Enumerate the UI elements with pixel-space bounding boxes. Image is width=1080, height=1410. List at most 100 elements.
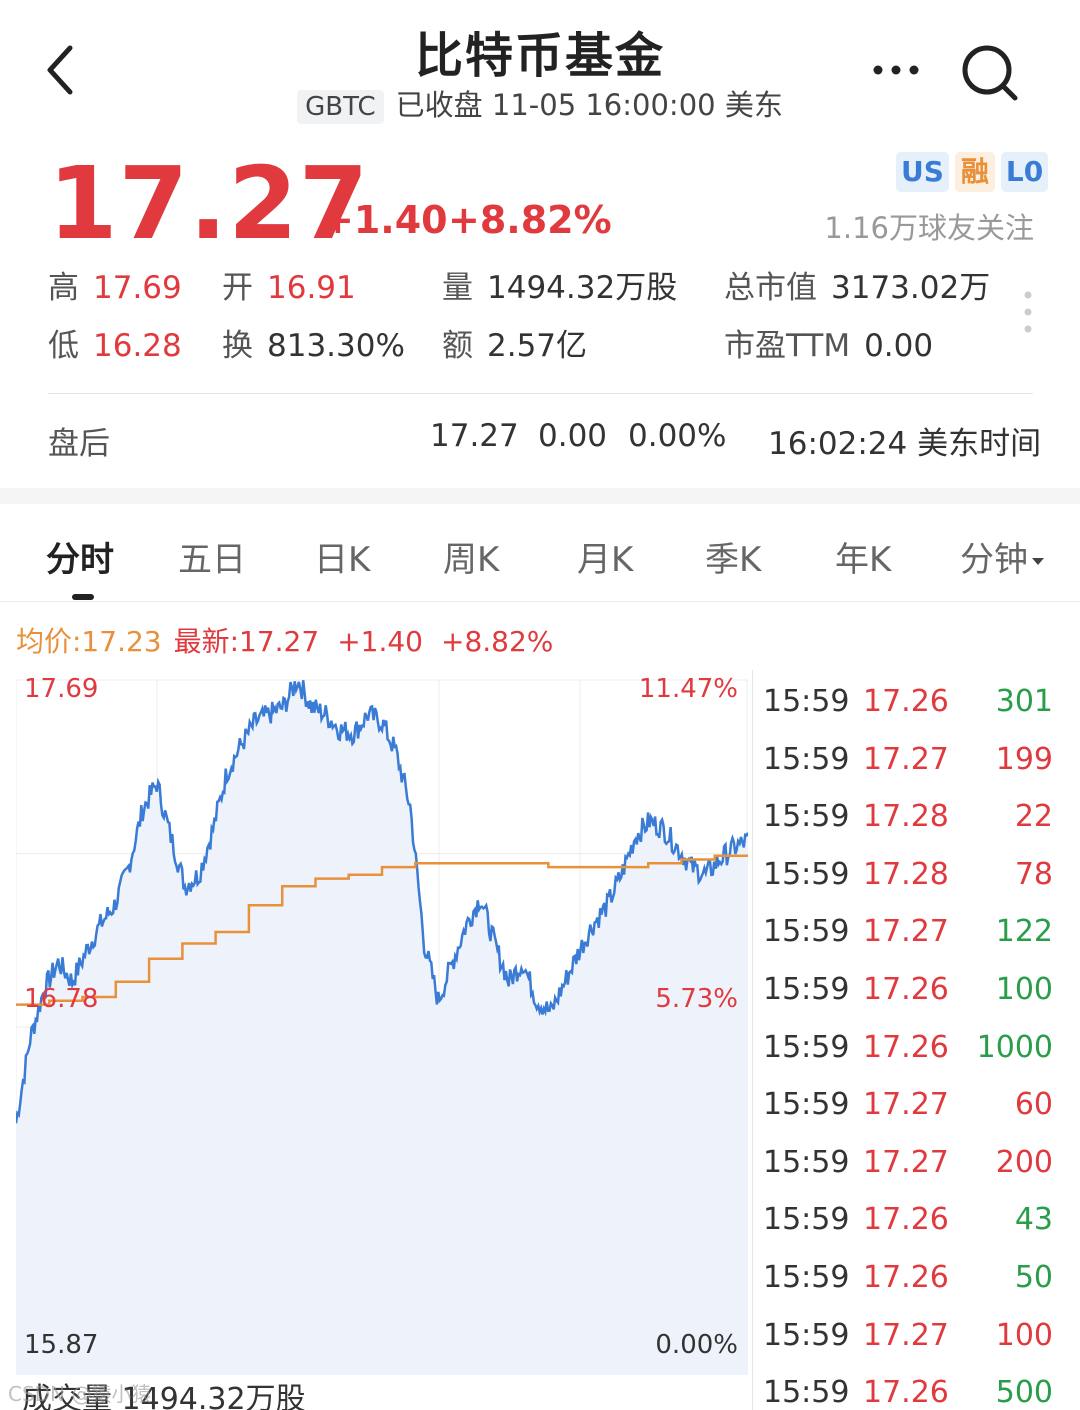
tab-quarterly-k[interactable]: 季K	[705, 540, 762, 580]
stat-high: 高 17.69	[48, 262, 182, 307]
stat-label: 高	[48, 270, 79, 306]
tick-volume: 122	[995, 914, 1053, 950]
stat-label: 低	[48, 328, 79, 364]
tick-volume: 100	[995, 972, 1053, 1007]
chevron-down-icon	[1032, 558, 1044, 565]
tick-price: 17.26	[863, 1029, 949, 1065]
stat-market-cap: 总市值 3173.02万	[724, 262, 990, 307]
legend-latest-percent: +8.82%	[441, 625, 554, 658]
stat-value: 16.91	[267, 270, 356, 306]
stat-label: 总市值	[724, 270, 817, 306]
after-hours-change: 0.00	[538, 418, 608, 454]
y-label-right-mid: 5.73%	[655, 984, 738, 1014]
tick-price: 17.26	[863, 1375, 949, 1410]
price-line	[14, 680, 750, 1124]
stat-label: 额	[442, 328, 473, 364]
after-hours-change-percent: 0.00%	[628, 418, 727, 454]
tick-price: 17.27	[863, 741, 949, 777]
tick-time: 15:59	[763, 684, 850, 719]
tick-time: 15:59	[763, 741, 850, 777]
stat-value: 0.00	[864, 328, 934, 364]
legend-latest-change: +1.40	[337, 625, 423, 658]
price-area	[16, 680, 748, 1375]
margin-badge[interactable]: 融	[954, 152, 995, 192]
trade-ticks-list[interactable]: 15:59 17.26 301 15:59 17.27 199 15:59 17.28 22 15…	[752, 670, 1064, 1410]
stat-label: 开	[222, 270, 253, 306]
us-badge[interactable]: US	[896, 152, 949, 192]
section-gap	[0, 488, 1080, 504]
tick-row: 15:59 17.27 200	[753, 1145, 1065, 1185]
tick-time: 15:59	[763, 972, 850, 1007]
market-status: 已收盘 11-05 16:00:00 美东	[395, 88, 783, 122]
stat-value: 813.30%	[267, 328, 405, 364]
level-badge[interactable]: L0	[1000, 152, 1049, 192]
intraday-chart[interactable]: 17.69 16.78 15.87 11.47% 5.73% 0.00%	[14, 670, 750, 1380]
stat-value: 16.28	[93, 328, 182, 364]
volume-summary: 成交量 1494.32万股	[22, 1382, 306, 1410]
tick-row: 15:59 17.26 43	[753, 1202, 1065, 1242]
market-badges: US 融 L0	[896, 152, 1049, 192]
stat-turnover: 换 813.30%	[222, 320, 405, 365]
avg-price-line	[16, 854, 748, 1006]
y-label-mid: 16.78	[24, 984, 99, 1014]
tab-daily-k[interactable]: 日K	[314, 540, 371, 580]
stat-label: 量	[442, 270, 473, 306]
expand-dots-icon[interactable]	[1022, 290, 1034, 334]
tab-five-day[interactable]: 五日	[178, 540, 246, 580]
chart-legend: 均价:17.23 最新:17.27 +1.40 +8.82%	[16, 620, 571, 660]
tick-row: 15:59 17.28 22	[753, 799, 1065, 839]
tick-time: 15:59	[763, 1317, 850, 1353]
y-label-right-high: 11.47%	[638, 674, 738, 704]
tick-time: 15:59	[763, 799, 850, 835]
tick-row: 15:59 17.26 1000	[753, 1030, 1065, 1070]
stat-label: 换	[222, 328, 253, 364]
stat-value: 17.69	[93, 270, 182, 306]
stat-pe-ttm: 市盈TTM 0.00	[724, 320, 933, 365]
tab-monthly-k[interactable]: 月K	[577, 540, 634, 580]
tick-time: 15:59	[763, 1087, 850, 1123]
tab-intraday[interactable]: 分时	[46, 540, 114, 580]
tick-row: 15:59 17.27 199	[753, 742, 1065, 782]
chart-period-tabs: 分时 五日 日K 周K 月K 季K 年K 分钟	[0, 504, 1080, 602]
after-hours-row[interactable]: 盘后 17.27 0.00 0.00% 16:02:24 美东时间	[48, 418, 1048, 468]
header: 比特币基金 GBTC 已收盘 11-05 16:00:00 美东	[0, 0, 1080, 130]
back-icon[interactable]	[38, 40, 88, 100]
more-icon[interactable]	[868, 52, 924, 88]
tab-minute[interactable]: 分钟	[960, 532, 1044, 581]
stat-value: 2.57亿	[487, 328, 588, 364]
y-label-right-low: 0.00%	[655, 1330, 738, 1360]
current-price: 17.27	[48, 145, 370, 262]
y-label-high: 17.69	[24, 674, 99, 704]
active-tab-indicator	[72, 594, 94, 600]
tick-price: 17.28	[863, 856, 949, 892]
legend-latest-price: 最新:17.27	[173, 625, 320, 658]
tick-volume: 60	[1014, 1087, 1053, 1123]
tick-volume: 50	[1014, 1260, 1053, 1295]
page-title: 比特币基金	[414, 28, 665, 84]
tick-time: 15:59	[763, 1375, 850, 1410]
tab-weekly-k[interactable]: 周K	[443, 540, 500, 580]
price-change: +1.40	[322, 198, 448, 242]
divider	[48, 393, 1033, 394]
price-change-percent: +8.82%	[448, 198, 612, 242]
tick-volume: 1000	[976, 1029, 1053, 1065]
tab-yearly-k[interactable]: 年K	[835, 540, 892, 580]
tick-time: 15:59	[763, 1029, 850, 1065]
watermark: CSDN @猿小猿	[8, 1382, 152, 1406]
stats-grid: 高 17.69 开 16.91 量 1494.32万股 总市值 3173.02万 低 16…	[48, 262, 1028, 382]
y-label-low: 15.87	[24, 1330, 99, 1360]
tick-row: 15:59 17.27 60	[753, 1087, 1065, 1127]
tick-volume: 500	[995, 1375, 1053, 1410]
after-hours-price: 17.27	[430, 418, 519, 454]
search-icon[interactable]	[955, 38, 1025, 108]
tick-volume: 43	[1014, 1202, 1053, 1238]
tick-volume: 78	[1014, 856, 1053, 892]
stat-amount: 额 2.57亿	[442, 320, 587, 365]
tick-row: 15:59 17.26 500	[753, 1375, 1065, 1410]
tick-price: 17.28	[863, 799, 949, 835]
tick-price: 17.27	[863, 1087, 949, 1123]
chart-svg	[14, 679, 750, 1375]
followers-count: 1.16万球友关注	[824, 211, 1034, 245]
tick-row: 15:59 17.27 100	[753, 1318, 1065, 1358]
tick-time: 15:59	[763, 1260, 850, 1295]
